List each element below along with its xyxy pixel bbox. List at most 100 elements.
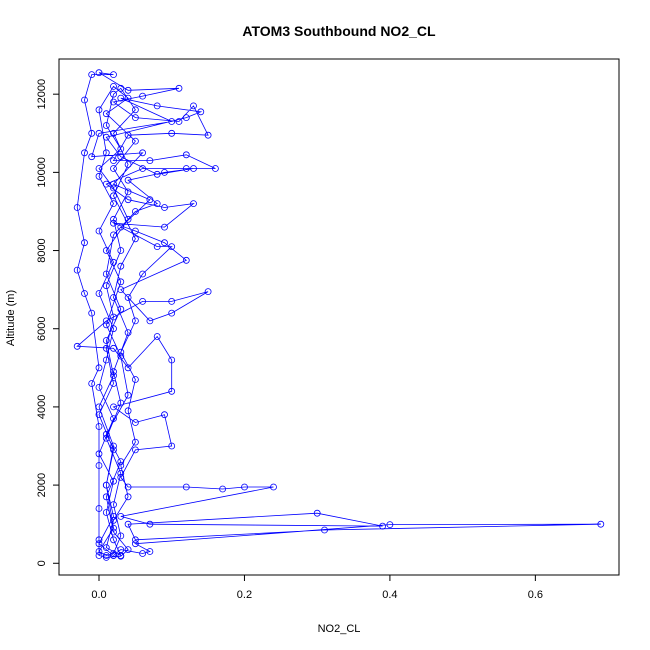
data-point bbox=[124, 493, 132, 501]
data-point bbox=[131, 208, 139, 215]
data-point bbox=[102, 509, 110, 516]
data-point bbox=[102, 493, 110, 501]
data-point bbox=[124, 391, 132, 399]
data-point bbox=[95, 227, 103, 235]
data-point bbox=[139, 270, 147, 278]
data-point bbox=[110, 258, 117, 266]
data-point bbox=[321, 526, 328, 534]
data-point bbox=[73, 204, 81, 211]
data-point bbox=[110, 313, 117, 321]
x-tick-label: 0.4 bbox=[382, 589, 397, 601]
data-point bbox=[153, 333, 161, 340]
data-point bbox=[110, 180, 117, 188]
data-point bbox=[110, 501, 117, 509]
data-point bbox=[182, 151, 190, 159]
data-point bbox=[124, 546, 132, 553]
data-point bbox=[124, 520, 132, 528]
y-tick-label: 6000 bbox=[36, 316, 48, 340]
data-point bbox=[117, 153, 125, 161]
data-point bbox=[117, 286, 125, 294]
data-point bbox=[95, 69, 103, 77]
data-point bbox=[102, 337, 110, 344]
data-point bbox=[146, 520, 154, 528]
data-point bbox=[124, 86, 132, 94]
data-point bbox=[124, 407, 132, 415]
data-point bbox=[95, 540, 103, 548]
data-point bbox=[102, 282, 110, 290]
data-point bbox=[102, 133, 110, 141]
data-point bbox=[95, 423, 103, 430]
data-point bbox=[117, 462, 125, 469]
data-point bbox=[81, 290, 88, 297]
data-point bbox=[182, 483, 190, 491]
x-axis-label: NO2_CL bbox=[318, 623, 361, 635]
data-point bbox=[88, 71, 96, 78]
data-point bbox=[131, 317, 139, 325]
data-point bbox=[110, 157, 117, 165]
y-axis-label: Altitude (m) bbox=[5, 290, 17, 346]
data-point bbox=[95, 172, 103, 180]
data-point bbox=[146, 157, 154, 165]
data-point bbox=[190, 102, 197, 110]
data-point bbox=[124, 176, 132, 184]
data-point bbox=[168, 309, 176, 317]
data-point bbox=[81, 96, 88, 104]
y-tick-label: 4000 bbox=[36, 395, 48, 419]
data-point bbox=[124, 131, 132, 139]
data-point bbox=[102, 430, 110, 438]
data-point bbox=[146, 196, 154, 204]
data-point bbox=[168, 442, 176, 450]
data-point bbox=[139, 165, 147, 172]
data-point bbox=[219, 485, 227, 493]
data-point bbox=[95, 505, 103, 512]
data-point bbox=[117, 532, 125, 540]
data-point bbox=[95, 450, 103, 458]
data-point bbox=[131, 419, 139, 426]
data-point bbox=[95, 290, 103, 297]
data-point bbox=[110, 294, 117, 301]
data-point bbox=[110, 403, 117, 411]
data-point bbox=[117, 247, 125, 254]
data-point bbox=[124, 215, 132, 223]
data-point bbox=[211, 165, 219, 172]
data-point bbox=[102, 554, 110, 561]
data-point bbox=[153, 200, 161, 208]
data-point bbox=[175, 118, 183, 125]
data-point bbox=[95, 552, 103, 559]
data-point bbox=[117, 145, 125, 153]
data-point bbox=[161, 168, 168, 176]
data-point bbox=[81, 239, 88, 247]
data-point bbox=[110, 192, 117, 200]
data-point bbox=[102, 321, 110, 329]
data-point bbox=[168, 243, 176, 251]
data-point bbox=[102, 317, 110, 325]
data-point bbox=[182, 165, 190, 172]
data-point bbox=[168, 297, 176, 305]
data-point bbox=[168, 356, 176, 364]
series-group bbox=[73, 69, 605, 561]
data-point bbox=[110, 90, 117, 98]
data-point bbox=[110, 219, 117, 227]
data-point bbox=[131, 446, 139, 454]
data-point bbox=[153, 243, 161, 251]
data-point bbox=[168, 387, 176, 395]
data-point bbox=[81, 149, 88, 157]
data-point bbox=[131, 536, 139, 544]
data-point bbox=[117, 513, 125, 520]
data-point bbox=[110, 442, 117, 450]
data-point bbox=[139, 149, 147, 157]
data-point bbox=[117, 94, 125, 102]
data-point bbox=[117, 352, 125, 360]
data-point bbox=[131, 438, 139, 446]
data-point bbox=[117, 223, 125, 231]
y-tick-label: 12000 bbox=[36, 79, 48, 110]
data-point bbox=[146, 317, 154, 325]
data-point bbox=[197, 108, 205, 116]
data-point bbox=[95, 383, 103, 391]
data-point bbox=[168, 129, 176, 137]
data-point bbox=[117, 305, 125, 313]
y-axis: 0 2000 4000 6000 8000 10000 12000 bbox=[36, 79, 59, 566]
data-point bbox=[139, 550, 147, 557]
data-point bbox=[131, 137, 139, 145]
data-point bbox=[161, 223, 168, 231]
